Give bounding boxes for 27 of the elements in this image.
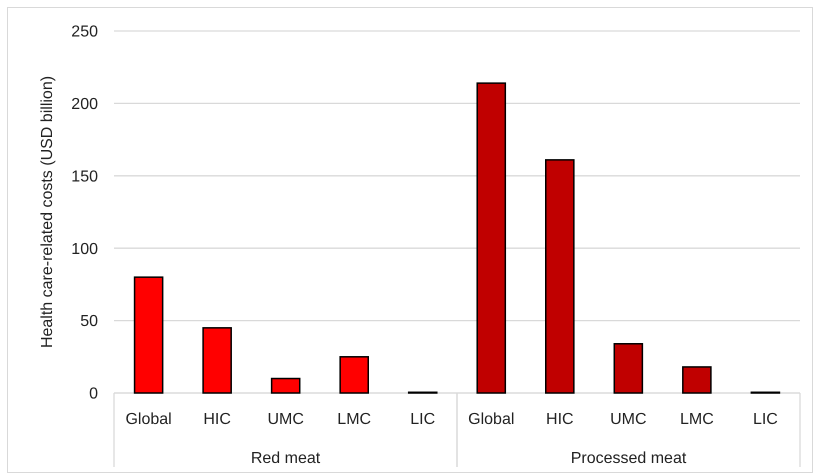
x-tick-label: LMC — [680, 411, 714, 428]
x-tick-label: UMC — [610, 411, 647, 428]
x-tick-label: UMC — [267, 411, 304, 428]
bar — [476, 82, 506, 394]
bar — [682, 366, 712, 394]
y-tick-label: 250 — [71, 24, 98, 41]
bar — [339, 356, 369, 394]
bar — [545, 159, 575, 394]
bar — [614, 343, 644, 394]
x-tick-label: Global — [125, 411, 172, 428]
y-tick-label: 0 — [89, 386, 98, 403]
y-tick-label: 100 — [71, 240, 98, 258]
x-tick-label: LIC — [410, 411, 436, 428]
y-tick-label: 200 — [71, 96, 98, 113]
x-tick-label: LIC — [752, 411, 778, 428]
x-tick-label: HIC — [546, 411, 574, 428]
bar — [270, 378, 300, 394]
bar — [202, 327, 232, 394]
text: Red meat — [250, 450, 321, 467]
y-tick-label: 50 — [80, 313, 98, 330]
x-tick-label: HIC — [203, 411, 231, 428]
y-tick-label: 150 — [71, 168, 98, 186]
y-axis-title: Health care-related costs (USD billion) — [39, 76, 56, 348]
text: Processed meat — [570, 450, 687, 467]
bar — [134, 276, 164, 394]
x-tick-label: LMC — [337, 411, 372, 428]
x-tick-label: Global — [468, 411, 514, 428]
